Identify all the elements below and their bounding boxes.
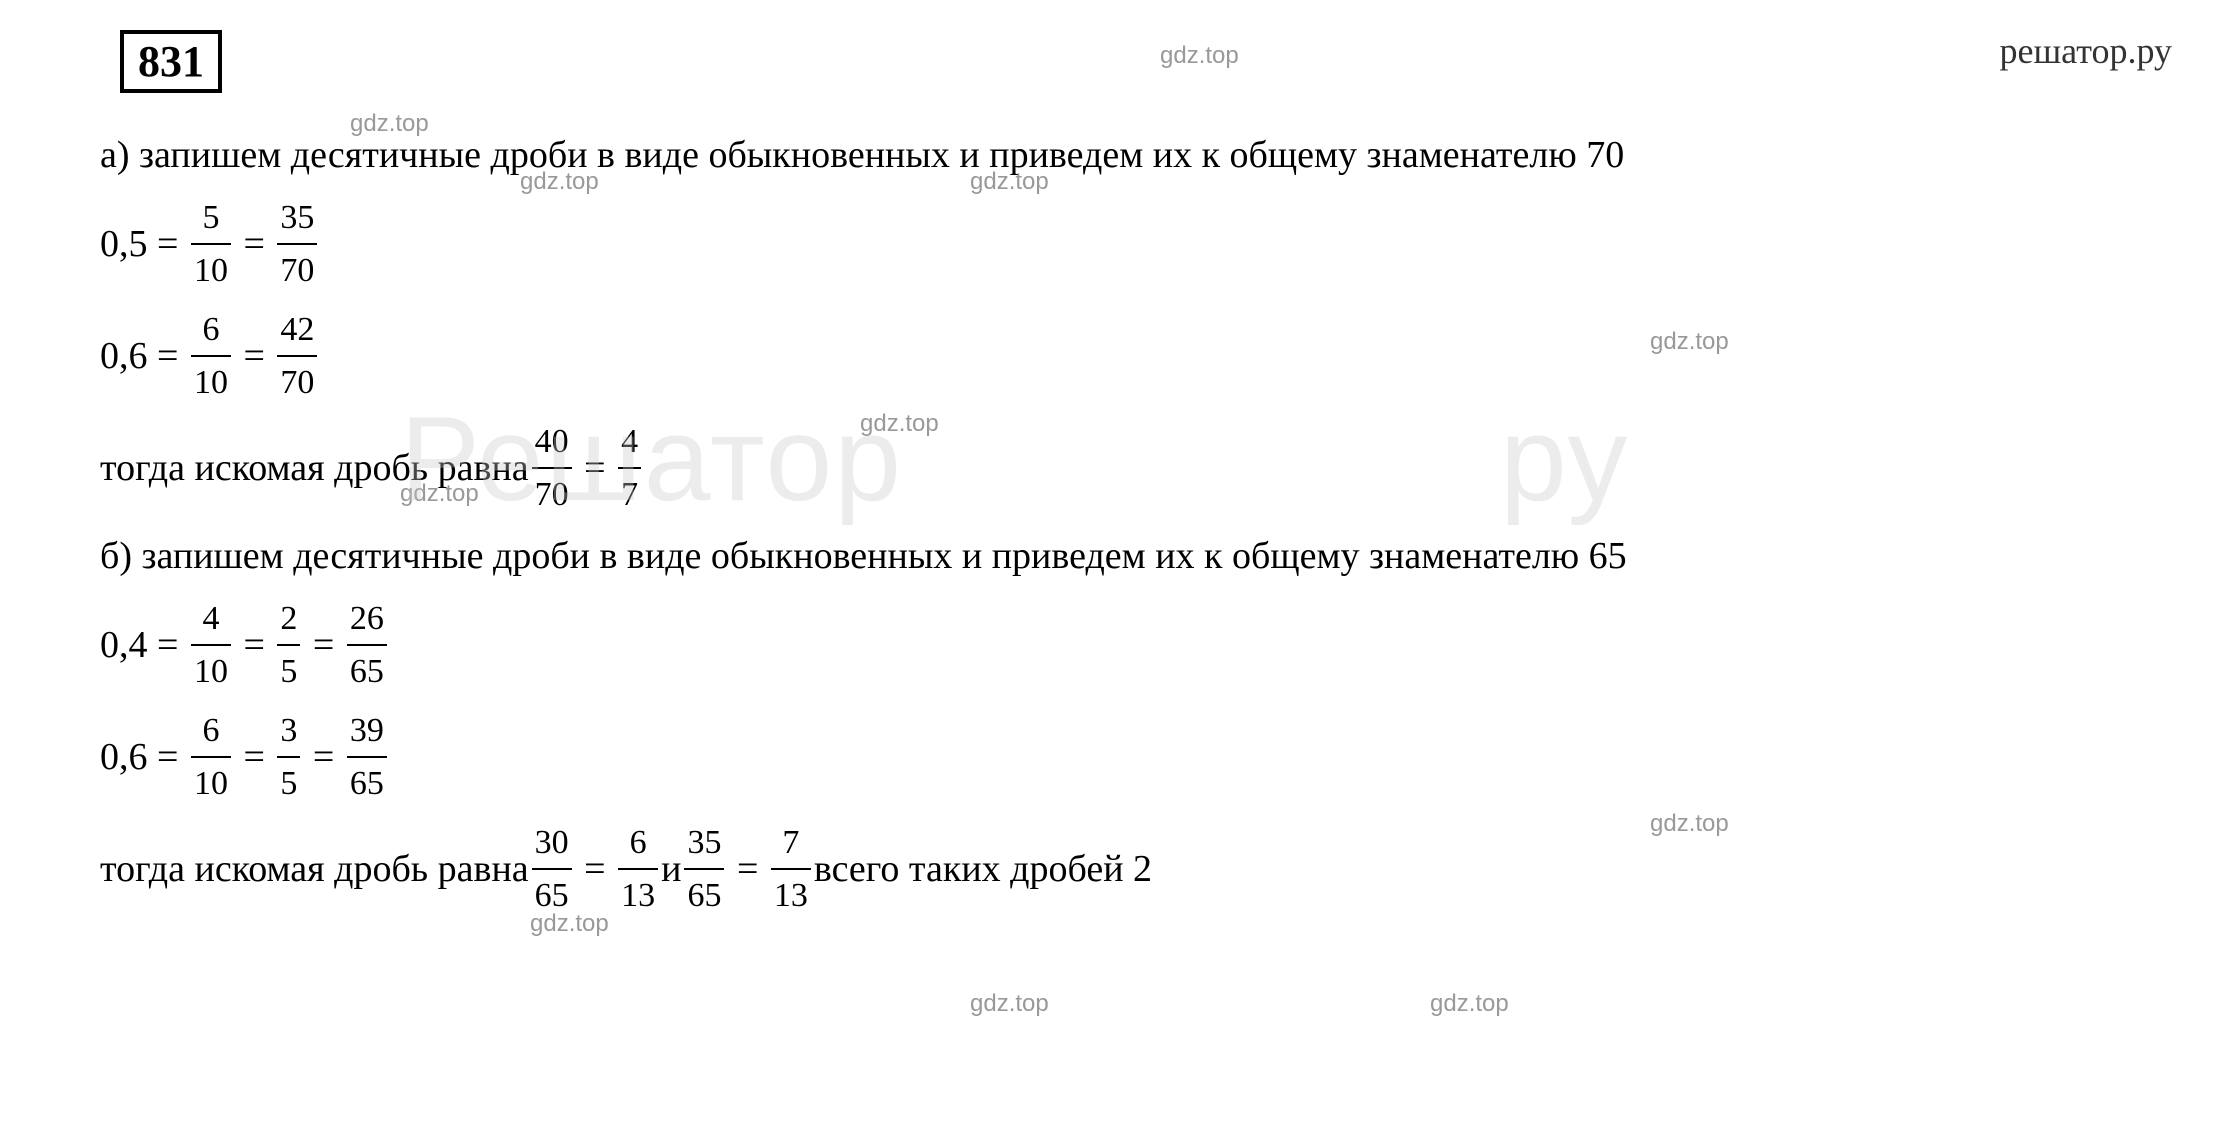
equals-sign: = [727,841,767,898]
denominator: 65 [684,870,724,921]
conclusion-text: тогда искомая дробь равна [100,440,529,497]
equals-sign: = [234,729,274,786]
equals-sign: = [148,216,188,273]
part-a-conclusion: тогда искомая дробь равна 40 70 = 4 7 [100,416,2122,520]
part-a-eq2: 0,6 = 6 10 = 42 70 [100,304,2122,408]
numerator: 40 [532,416,572,469]
denominator: 10 [191,357,231,408]
numerator: 6 [191,304,231,357]
numerator: 35 [277,192,317,245]
denominator: 65 [347,646,387,697]
conclusion-post: всего таких дробей 2 [814,841,1152,898]
fraction: 4 10 [191,593,231,697]
equals-sign: = [148,328,188,385]
part-b-conclusion: тогда искомая дробь равна 30 65 = 6 13 и… [100,817,2122,921]
numerator: 42 [277,304,317,357]
denominator: 70 [532,469,572,520]
fraction: 39 65 [347,705,387,809]
brand-label: решатор.ру [1999,30,2172,72]
fraction: 42 70 [277,304,317,408]
decimal-value: 0,5 [100,216,148,273]
equals-sign: = [148,617,188,674]
numerator: 6 [618,817,658,870]
equals-sign: = [234,328,274,385]
numerator: 3 [277,705,300,758]
fraction: 6 10 [191,304,231,408]
equals-sign: = [234,216,274,273]
conclusion-text: тогда искомая дробь равна [100,841,529,898]
part-b-intro: б) запишем десятичные дроби в виде обыкн… [100,528,2122,585]
denominator: 7 [618,469,641,520]
fraction: 3 5 [277,705,300,809]
part-b-eq1: 0,4 = 4 10 = 2 5 = 26 65 [100,593,2122,697]
equals-sign: = [148,729,188,786]
equals-sign: = [234,617,274,674]
fraction: 35 65 [684,817,724,921]
numerator: 35 [684,817,724,870]
numerator: 26 [347,593,387,646]
denominator: 10 [191,245,231,296]
denominator: 13 [618,870,658,921]
denominator: 5 [277,758,300,809]
decimal-value: 0,4 [100,617,148,674]
fraction: 4 7 [618,416,641,520]
denominator: 13 [771,870,811,921]
numerator: 30 [532,817,572,870]
numerator: 2 [277,593,300,646]
denominator: 65 [532,870,572,921]
equals-sign: = [575,440,615,497]
numerator: 4 [191,593,231,646]
equals-sign: = [303,617,343,674]
decimal-value: 0,6 [100,328,148,385]
watermark-small: gdz.top [970,990,1049,1018]
part-b-eq2: 0,6 = 6 10 = 3 5 = 39 65 [100,705,2122,809]
watermark-small: gdz.top [1430,990,1509,1018]
decimal-value: 0,6 [100,729,148,786]
fraction: 5 10 [191,192,231,296]
part-a-intro: а) запишем десятичные дроби в виде обыкн… [100,127,2122,184]
fraction: 40 70 [532,416,572,520]
fraction: 35 70 [277,192,317,296]
numerator: 4 [618,416,641,469]
fraction: 6 10 [191,705,231,809]
denominator: 70 [277,357,317,408]
denominator: 10 [191,646,231,697]
part-a-eq1: 0,5 = 5 10 = 35 70 [100,192,2122,296]
numerator: 7 [771,817,811,870]
problem-number: 831 [120,30,222,93]
numerator: 39 [347,705,387,758]
solution-content: а) запишем десятичные дроби в виде обыкн… [100,127,2122,921]
numerator: 5 [191,192,231,245]
watermark-small: gdz.top [1160,42,1239,70]
fraction: 6 13 [618,817,658,921]
fraction: 2 5 [277,593,300,697]
denominator: 10 [191,758,231,809]
denominator: 5 [277,646,300,697]
denominator: 70 [277,245,317,296]
fraction: 26 65 [347,593,387,697]
denominator: 65 [347,758,387,809]
fraction: 7 13 [771,817,811,921]
numerator: 6 [191,705,231,758]
equals-sign: = [303,729,343,786]
fraction: 30 65 [532,817,572,921]
equals-sign: = [575,841,615,898]
conjunction-text: и [661,841,681,898]
